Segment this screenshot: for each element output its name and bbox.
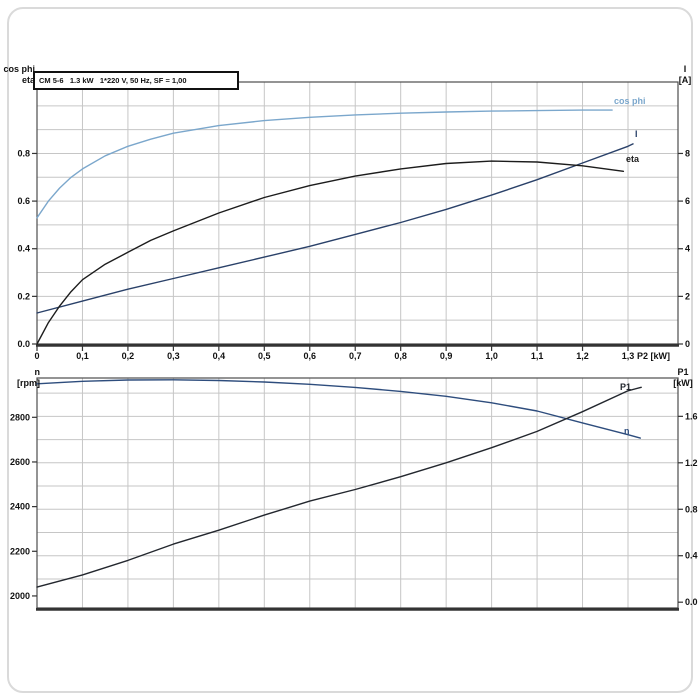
left-tick-label: 0.0 <box>17 339 30 349</box>
x-tick-label: 0,1 <box>76 351 89 361</box>
p1-curve <box>36 386 642 588</box>
right-tick-label: 1.6 <box>685 411 698 421</box>
motor-electrical-chart: 0.0 0.2 0.4 0.6 0.8 0 2 4 6 8 0 0,1 0,2 0,3 0,4 0,5 0,6 0… <box>17 81 690 361</box>
x-axis-title: P2 [kW] <box>637 351 670 361</box>
x-tick-label: 0 <box>34 351 39 361</box>
x-tick-label: 0,2 <box>122 351 135 361</box>
left-tick-label: 0.8 <box>17 148 30 158</box>
left-tick-label: 0.4 <box>17 244 30 254</box>
plot-frame <box>36 81 679 345</box>
x-tick-label: 0,8 <box>394 351 407 361</box>
x-tick-label: 0,3 <box>167 351 180 361</box>
speed-axis-label: n <box>34 367 41 377</box>
cos-phi-curve <box>36 109 613 219</box>
top-chart-right-axis-title: I [A] <box>672 64 698 86</box>
x-tick-label: 1,3 <box>622 351 635 361</box>
bottom-chart-left-axis-title: n [rpm] <box>0 367 40 389</box>
cos-phi-curve-label: cos phi <box>614 96 646 106</box>
left-tick-label: 0.2 <box>17 291 30 301</box>
left-tick-label: 2200 <box>10 546 30 556</box>
x-tick-label: 0,6 <box>304 351 317 361</box>
right-tick-label: 6 <box>685 196 690 206</box>
bottom-chart-right-axis-title: P1 [kW] <box>668 367 698 389</box>
right-tick-label: 1.2 <box>685 458 698 468</box>
power-axis-unit: [kW] <box>673 378 693 388</box>
current-axis-label: I <box>683 64 687 74</box>
top-chart-left-axis-title: cos phi eta <box>0 64 35 86</box>
x-tick-label: 0,9 <box>440 351 453 361</box>
n-curve-label: n <box>624 426 630 436</box>
current-axis-unit: [A] <box>678 75 692 85</box>
right-tick-label: 0.8 <box>685 504 698 514</box>
eta-curve <box>36 160 625 345</box>
x-tick-label: 0,7 <box>349 351 362 361</box>
left-tick-label: 2600 <box>10 457 30 467</box>
pump-title-box: CM 5-6 1.3 kW 1*220 V, 50 Hz, SF = 1,00 <box>33 71 239 90</box>
left-tick-label: 2800 <box>10 412 30 422</box>
x-tick-label: 1,2 <box>576 351 589 361</box>
cos-phi-axis-label: cos phi <box>3 64 35 74</box>
p1-curve-label: P1 <box>620 382 631 392</box>
right-tick-label: 8 <box>685 148 690 158</box>
right-tick-label: 0 <box>685 339 690 349</box>
eta-axis-label: eta <box>21 75 35 85</box>
motor-speed-power-chart: 2000 2200 2400 2600 2800 0.0 0.4 0.8 1.2 1.6 n P1 <box>10 377 698 611</box>
i-curve-label: I <box>635 129 638 139</box>
right-tick-label: 4 <box>685 244 690 254</box>
x-tick-label: 0,5 <box>258 351 271 361</box>
right-tick-label: 2 <box>685 291 690 301</box>
x-tick-label: 1,0 <box>485 351 498 361</box>
speed-axis-unit: [rpm] <box>17 378 40 388</box>
eta-curve-label: eta <box>626 154 640 164</box>
left-tick-label: 2400 <box>10 502 30 512</box>
x-tick-label: 0,4 <box>213 351 226 361</box>
right-tick-label: 0.4 <box>685 551 698 561</box>
x-tick-label: 1,1 <box>531 351 544 361</box>
right-tick-label: 0.0 <box>685 597 698 607</box>
power-axis-label: P1 <box>677 367 689 377</box>
left-tick-label: 0.6 <box>17 196 30 206</box>
left-tick-label: 2000 <box>10 591 30 601</box>
i-curve <box>36 143 634 314</box>
